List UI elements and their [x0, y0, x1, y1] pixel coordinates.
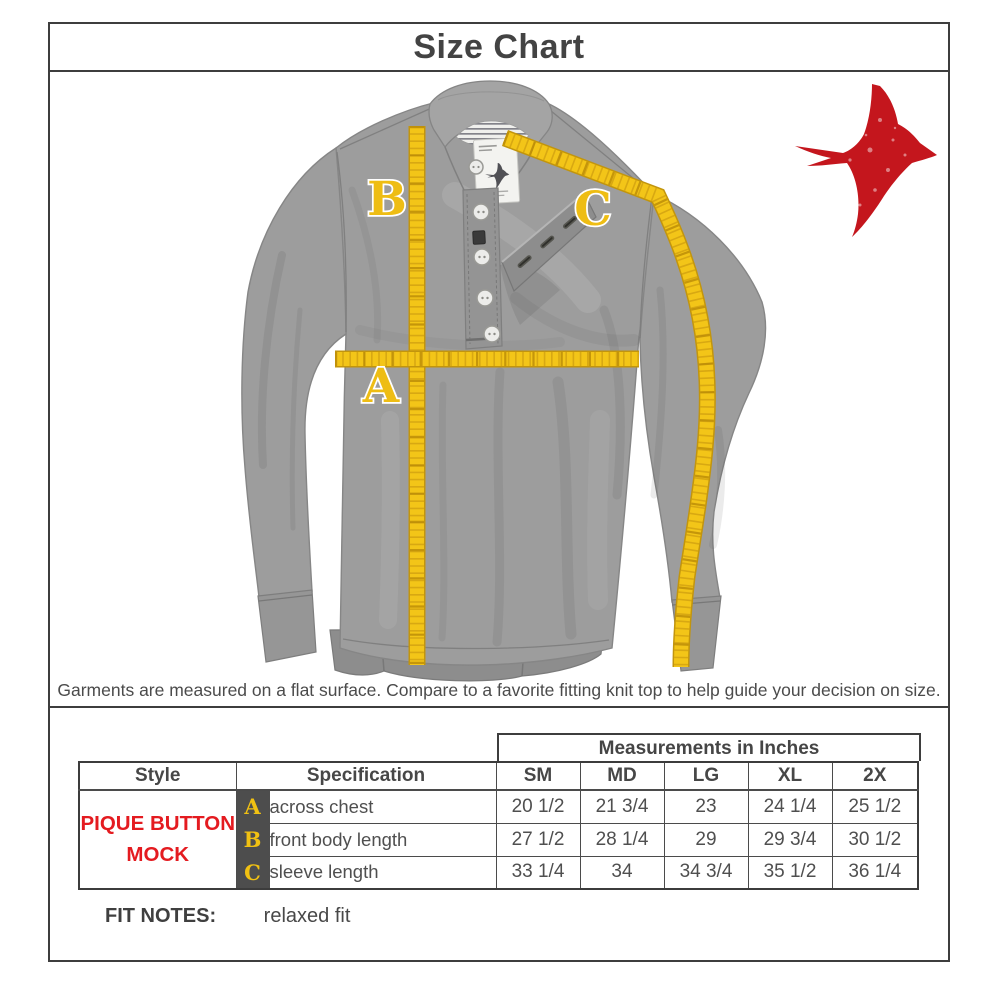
spec-across-chest: across chest [268, 789, 497, 824]
mock-collar [428, 80, 553, 193]
value-cell: 28 1/4 [579, 822, 665, 857]
measurement-caption: Garments are measured on a flat surface.… [57, 680, 941, 700]
col-header-sm: SM [495, 761, 581, 791]
value-cell: 35 1/2 [747, 855, 833, 890]
row-badge-a: A [235, 789, 270, 824]
spec-sleeve-length: sleeve length [268, 855, 497, 890]
brand-swallow-icon [795, 84, 937, 237]
value-cell: 27 1/2 [495, 822, 581, 857]
size-table-section: Measurements in Inches Style Specificati… [50, 708, 948, 960]
col-header-lg: LG [663, 761, 749, 791]
garment-diagram-section: B A C Garments are measured on a flat su… [50, 72, 948, 708]
value-cell: 23 [663, 789, 749, 824]
spec-front-body-length: front body length [268, 822, 497, 857]
size-chart-frame: Size Chart [48, 22, 950, 962]
measuring-tape-c [501, 130, 716, 668]
shirt-buttons [468, 159, 501, 343]
table-row: B front body length 27 1/2 28 1/4 29 29 … [79, 822, 919, 857]
hem-stitch [342, 638, 610, 650]
value-cell: 29 3/4 [747, 822, 833, 857]
dark-button [472, 230, 486, 245]
measurements-header: Measurements in Inches [497, 733, 921, 761]
value-cell: 24 1/4 [747, 789, 833, 824]
left-shoulder-seam [339, 105, 437, 150]
table-row: C sleeve length 33 1/4 34 34 3/4 35 1/2 … [79, 855, 919, 890]
value-cell: 34 3/4 [663, 855, 749, 890]
table-header-row: Style Specification SM MD LG XL 2X [78, 761, 919, 791]
value-cell: 25 1/2 [831, 789, 919, 824]
row-badge-c: C [235, 855, 270, 890]
fabric-folds [257, 182, 726, 647]
marker-letter-a: A [362, 359, 400, 414]
left-armscye-seam [336, 151, 347, 333]
col-header-2x: 2X [831, 761, 919, 791]
fit-notes-value: relaxed fit [263, 905, 351, 927]
value-cell: 30 1/2 [831, 822, 919, 857]
style-name: PIQUE BUTTON MOCK [78, 789, 237, 890]
left-cuff [257, 589, 317, 663]
right-armscye-seam [639, 195, 653, 339]
size-table: Style Specification SM MD LG XL 2X PIQUE… [78, 761, 919, 890]
marker-letter-c: C [574, 182, 611, 237]
marker-letter-b: B [367, 172, 407, 227]
page-title: Size Chart [413, 27, 585, 66]
value-cell: 21 3/4 [579, 789, 665, 824]
col-header-md: MD [579, 761, 665, 791]
value-cell: 34 [579, 855, 665, 890]
fit-notes-label: FIT NOTES: [105, 905, 217, 927]
value-cell: 20 1/2 [495, 789, 581, 824]
col-header-specification: Specification [235, 761, 497, 791]
col-header-xl: XL [747, 761, 833, 791]
row-badge-b: B [235, 822, 270, 857]
garment-measurement-diagram: B A C [241, 80, 937, 682]
col-header-style: Style [78, 761, 237, 791]
open-placket-flap [500, 192, 597, 325]
value-cell: 29 [663, 822, 749, 857]
button-placket [462, 159, 503, 350]
value-cell: 36 1/4 [831, 855, 919, 890]
value-cell: 33 1/4 [495, 855, 581, 890]
title-bar: Size Chart [50, 24, 948, 72]
fit-notes: FIT NOTES: relaxed fit [105, 905, 350, 928]
table-row: PIQUE BUTTON MOCK A across chest 20 1/2 … [78, 789, 919, 890]
